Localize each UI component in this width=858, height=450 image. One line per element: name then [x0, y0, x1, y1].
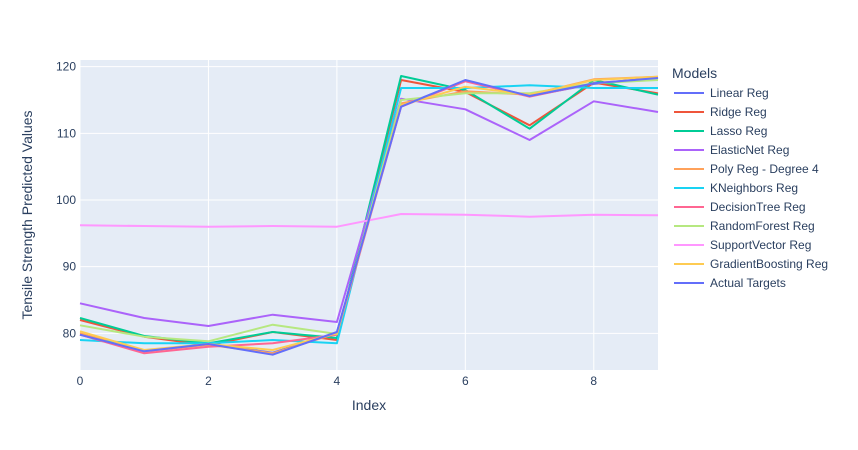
legend-item[interactable]: Poly Reg - Degree 4: [674, 162, 819, 176]
legend-item[interactable]: Actual Targets: [674, 276, 786, 290]
legend-label: KNeighbors Reg: [710, 181, 798, 195]
legend-item[interactable]: Ridge Reg: [674, 105, 767, 119]
gridlines: [79, 60, 658, 370]
legend-label: DecisionTree Reg: [710, 200, 806, 214]
legend-label: Actual Targets: [710, 276, 786, 290]
legend-item[interactable]: ElasticNet Reg: [674, 143, 789, 157]
y-tick-label: 80: [63, 326, 77, 340]
x-tick-label: 8: [590, 374, 597, 388]
legend-item[interactable]: KNeighbors Reg: [674, 181, 798, 195]
legend-label: SupportVector Reg: [710, 238, 811, 252]
legend-item[interactable]: Lasso Reg: [674, 124, 767, 138]
legend-label: Poly Reg - Degree 4: [710, 162, 819, 176]
x-tick-label: 6: [462, 374, 469, 388]
legend-title: Models: [672, 65, 717, 81]
x-axis-title: Index: [352, 397, 386, 413]
legend-item[interactable]: DecisionTree Reg: [674, 200, 806, 214]
series-line-elasticnet-reg: [79, 97, 659, 327]
legend-item[interactable]: RandomForest Reg: [674, 219, 815, 233]
y-tick-label: 120: [56, 60, 76, 74]
legend[interactable]: Linear Reg Ridge Reg Lasso Reg ElasticNet R…: [674, 86, 828, 290]
y-axis-title: Tensile Strength Predicted Values: [19, 110, 35, 319]
x-tick-label: 0: [77, 374, 84, 388]
legend-label: Ridge Reg: [710, 105, 767, 119]
x-tick-label: 4: [334, 374, 341, 388]
legend-label: RandomForest Reg: [710, 219, 815, 233]
legend-label: ElasticNet Reg: [710, 143, 789, 157]
y-tick-label: 110: [57, 126, 76, 140]
legend-item[interactable]: Linear Reg: [674, 86, 769, 100]
legend-item[interactable]: GradientBoosting Reg: [674, 257, 828, 271]
legend-label: Lasso Reg: [710, 124, 767, 138]
tick-labels: 0 2 4 6 8 80 90 100 110 120: [56, 60, 597, 388]
legend-item[interactable]: SupportVector Reg: [674, 238, 811, 252]
series-line-actual-targets: [79, 77, 659, 356]
y-tick-label: 100: [56, 193, 76, 207]
y-tick-label: 90: [63, 260, 77, 274]
legend-label: GradientBoosting Reg: [710, 257, 828, 271]
x-tick-label: 2: [205, 374, 212, 388]
legend-label: Linear Reg: [710, 86, 769, 100]
series-lines: [79, 75, 659, 356]
